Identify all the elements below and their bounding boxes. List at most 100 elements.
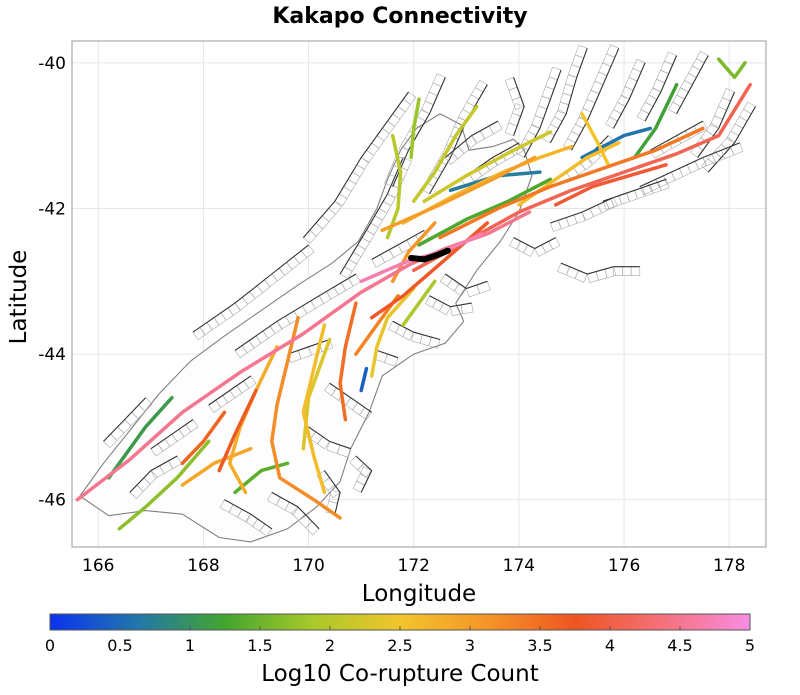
fault-trace	[701, 101, 756, 173]
x-tick-label: 168	[187, 556, 219, 576]
y-axis-label: Latitude	[6, 250, 32, 345]
x-axis-ticks: 166 168 170 172 174 176 178	[82, 556, 745, 576]
fault-trace-line	[639, 142, 740, 188]
colorbar-tick-label: 4	[605, 636, 615, 655]
fault-trace-line	[560, 262, 640, 275]
fault-trace-line	[392, 320, 441, 341]
fault-trace	[103, 397, 153, 449]
colorbar-tick-label: 0.5	[107, 636, 132, 655]
fault-trace-line	[355, 455, 373, 493]
colorbar-ticks: 0 0.5 1 1.5 2 2.5 3 3.5 4 4.5 5	[45, 626, 755, 655]
corupture-section	[401, 279, 437, 327]
colorbar-tick-label: 5	[745, 636, 755, 655]
corupture-section	[438, 126, 705, 240]
corupture-section	[716, 57, 747, 80]
fault-layer	[103, 44, 756, 537]
fault-trace	[150, 419, 199, 457]
corupture-section	[369, 286, 416, 378]
fault-trace-line	[224, 499, 273, 530]
fault-trace-line	[192, 244, 309, 333]
fault-trace-line	[697, 91, 736, 158]
corupture-section	[417, 177, 553, 247]
corupture-section	[301, 323, 327, 495]
fault-trace-line	[444, 273, 488, 290]
colorbar-tick-label: 1.5	[247, 636, 272, 655]
fault-trace-line	[302, 91, 409, 238]
fault-trace-line	[550, 197, 614, 224]
fault-trace	[234, 273, 361, 359]
y-tick-label: -44	[38, 345, 66, 365]
fault-trace-line	[208, 375, 252, 406]
colorbar-label: Log10 Co-rupture Count	[261, 661, 538, 687]
fault-trace-line	[444, 120, 499, 158]
fault-trace-line	[376, 349, 399, 359]
fault-trace	[444, 120, 503, 165]
fault-trace	[636, 51, 678, 122]
fault-trace-line	[129, 455, 178, 493]
fault-trace-line	[429, 295, 472, 308]
fault-trace	[324, 382, 373, 421]
fault-trace	[563, 44, 620, 151]
colorbar-tick-label: 3.5	[527, 636, 552, 655]
fault-trace	[424, 295, 474, 316]
fault-trace	[388, 320, 441, 349]
fault-trace-line	[429, 84, 488, 195]
fault-trace-line	[339, 157, 404, 275]
corupture-section	[422, 130, 553, 203]
fault-trace-line	[644, 55, 678, 122]
fault-trace-line	[676, 55, 709, 115]
fault-trace	[550, 197, 618, 232]
source-fault-kakapo	[408, 247, 451, 263]
fault-trace-line	[571, 48, 620, 151]
colorbar-tick-label: 1	[185, 636, 195, 655]
plot-frame	[71, 40, 767, 548]
corupture-section	[409, 97, 421, 160]
fault-trace-line	[513, 237, 556, 250]
fault-trace	[605, 58, 646, 129]
rupture-layer	[75, 57, 752, 531]
corupture-section	[338, 301, 358, 422]
corupture-section	[359, 366, 369, 393]
fault-trace-line	[287, 338, 330, 355]
fault-trace-line	[613, 62, 646, 129]
fault-trace	[504, 77, 525, 136]
x-tick-label: 170	[292, 556, 324, 576]
fault-trace-line	[549, 48, 588, 144]
corupture-section	[107, 395, 174, 480]
fault-trace-line	[234, 273, 357, 351]
fault-trace	[208, 375, 257, 413]
corupture-section	[553, 163, 668, 207]
fault-trace	[689, 88, 736, 158]
fault-trace-line	[271, 491, 320, 530]
fault-trace	[557, 262, 641, 284]
fault-trace	[339, 157, 412, 280]
x-tick-label: 174	[503, 556, 535, 576]
fault-trace	[639, 142, 744, 196]
fault-trace	[192, 244, 315, 341]
fault-trace-line	[707, 106, 756, 173]
y-tick-label: -46	[38, 491, 66, 511]
fault-trace-line	[103, 397, 146, 442]
fault-trace	[266, 491, 320, 536]
corupture-section	[385, 133, 403, 240]
colorbar-tick-label: 3	[465, 636, 475, 655]
fault-trace	[219, 499, 273, 537]
x-tick-label: 178	[713, 556, 745, 576]
fault-trace	[349, 455, 373, 493]
fault-trace-line	[308, 426, 351, 450]
fault-trace-line	[650, 120, 704, 151]
fault-trace	[439, 273, 491, 298]
corupture-section	[117, 439, 211, 531]
y-axis-ticks: -40 -42 -44 -46	[38, 54, 66, 511]
corupture-section	[580, 112, 611, 167]
fault-trace-line	[150, 419, 194, 450]
fault-trace-line	[371, 229, 425, 260]
corupture-section	[180, 410, 227, 466]
fault-trace-line	[329, 382, 373, 413]
x-axis-label: Longitude	[362, 581, 476, 607]
fault-trace	[509, 237, 561, 257]
colorbar-tick-label: 0	[45, 636, 55, 655]
x-tick-label: 172	[398, 556, 430, 576]
corupture-section	[632, 82, 679, 160]
